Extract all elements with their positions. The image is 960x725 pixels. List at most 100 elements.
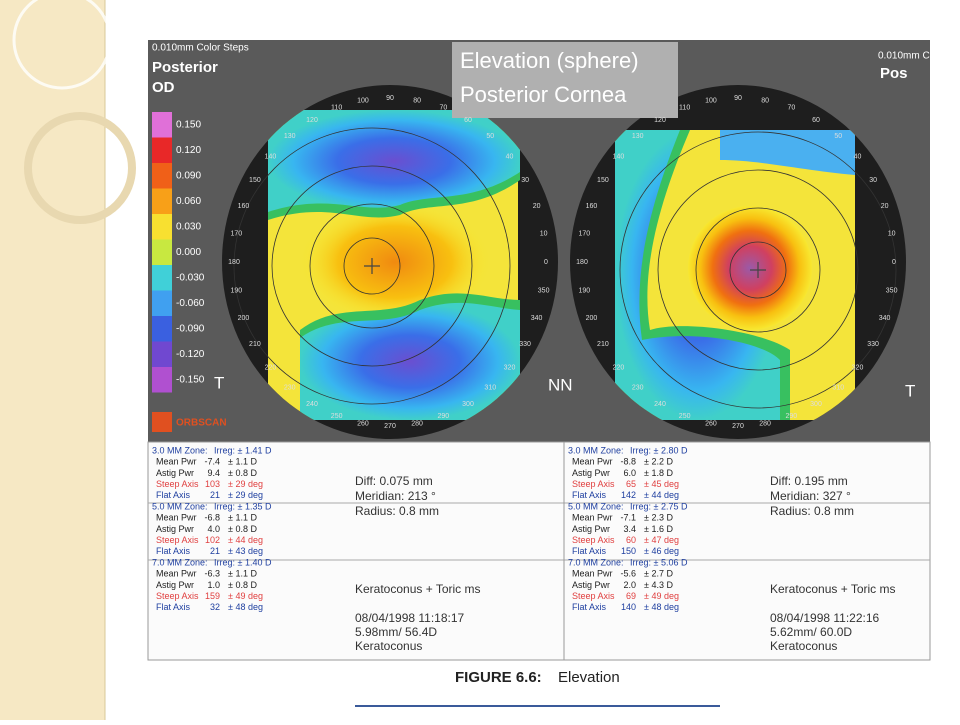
zone-label: 5.0 MM Zone: [568,501,624,511]
angle-label: 90 [734,95,742,102]
angle-label: 80 [413,97,421,104]
color-steps: 0.010mm Color Steps [152,43,249,54]
row-value: 21 [210,490,220,500]
row-label: Astig Pwr [156,468,194,478]
angle-label: 50 [486,133,494,140]
row-label: Mean Pwr [572,457,613,467]
scale-label: 0.030 [176,221,201,232]
angle-label: 180 [228,259,240,266]
scale-label: 0.000 [176,247,201,258]
scale-swatch [152,137,172,163]
angle-label: 0 [892,259,896,266]
angle-label: 150 [597,177,609,184]
row-error: ± 29 deg [228,490,263,500]
scale-swatch [152,265,172,291]
scale-label: 0.150 [176,119,201,130]
angle-label: 330 [867,341,879,348]
row-value: 142 [621,490,636,500]
row-value: -7.1 [620,513,636,523]
angle-label: 350 [538,287,550,294]
zone-irreg: Irreg: ± 1.35 D [214,501,272,511]
note: 08/04/1998 11:18:17 [355,611,465,625]
angle-label: 50 [834,133,842,140]
angle-label: 190 [231,287,243,294]
angle-label: 30 [521,177,529,184]
zone-label: 3.0 MM Zone: [152,445,208,455]
row-value: 159 [205,591,220,601]
angle-label: 230 [284,384,296,391]
angle-label: 110 [331,105,342,112]
angle-label: 300 [810,401,822,408]
zone-rings [233,127,897,409]
row-value: -7.4 [204,457,220,467]
angle-label: 20 [533,203,541,210]
angle-label: 250 [679,413,691,420]
row-label: Steep Axis [572,535,615,545]
note: Meridian: 213 ° [355,489,436,503]
row-error: ± 1.1 D [228,513,257,523]
row-value: -6.8 [204,513,220,523]
row-error: ± 1.6 D [644,524,673,534]
angle-label: 260 [357,420,369,427]
angle-label: 80 [761,97,769,104]
logo-icon [152,412,172,432]
zone-label: 7.0 MM Zone: [152,557,208,567]
scale-swatch [152,112,172,138]
zone-irreg: Irreg: ± 1.40 D [214,557,272,567]
row-error: ± 47 deg [644,535,679,545]
angle-label: 170 [579,230,591,237]
angle-label: 320 [504,364,516,371]
scale-swatch [152,163,172,189]
note: Radius: 0.8 mm [355,504,439,518]
row-value: -5.6 [620,569,636,579]
zone-label: 7.0 MM Zone: [568,557,624,567]
row-error: ± 43 deg [228,546,263,556]
angle-label: 10 [888,230,896,237]
row-label: Steep Axis [156,591,199,601]
row-label: Steep Axis [572,479,615,489]
note: Radius: 0.8 mm [770,504,854,518]
angle-label: 100 [705,97,717,104]
note: Diff: 0.195 mm [770,474,848,488]
scale-label: -0.090 [176,323,205,334]
row-error: ± 29 deg [228,479,263,489]
caption-text: Elevation [558,669,620,686]
angle-label: 110 [679,105,690,112]
row-error: ± 48 deg [228,602,263,612]
row-value: 4.0 [207,524,220,534]
zone-irreg: Irreg: ± 2.80 D [630,445,688,455]
row-value: 103 [205,479,220,489]
row-label: Flat Axis [572,602,607,612]
row-error: ± 1.8 D [644,468,673,478]
side-strip [0,0,105,720]
row-value: 69 [626,591,636,601]
angle-label: 140 [613,153,625,160]
row-error: ± 46 deg [644,546,679,556]
row-label: Astig Pwr [572,524,610,534]
angle-label: 350 [886,287,898,294]
angle-label: 30 [869,177,877,184]
angle-label: 170 [231,230,243,237]
side-label: T [905,381,915,400]
angle-label: 270 [384,423,396,430]
row-label: Mean Pwr [156,513,197,523]
row-error: ± 4.3 D [644,580,673,590]
row-value: 1.0 [207,580,220,590]
row-value: 2.0 [623,580,636,590]
angle-label: 310 [484,384,496,391]
note: Meridian: 327 ° [770,489,851,503]
angle-label: 340 [531,315,543,322]
decor-circle [12,0,112,90]
zone-irreg: Irreg: ± 5.06 D [630,557,688,567]
row-value: 32 [210,602,220,612]
angle-label: 310 [832,384,844,391]
angle-label: 120 [654,117,666,124]
row-label: Mean Pwr [156,457,197,467]
note: Keratoconus [355,639,422,653]
row-error: ± 1.1 D [228,457,257,467]
scale-swatch [152,367,172,393]
angle-label: 220 [613,364,625,371]
zone-irreg: Irreg: ± 2.75 D [630,501,688,511]
angle-label: 250 [331,413,343,420]
